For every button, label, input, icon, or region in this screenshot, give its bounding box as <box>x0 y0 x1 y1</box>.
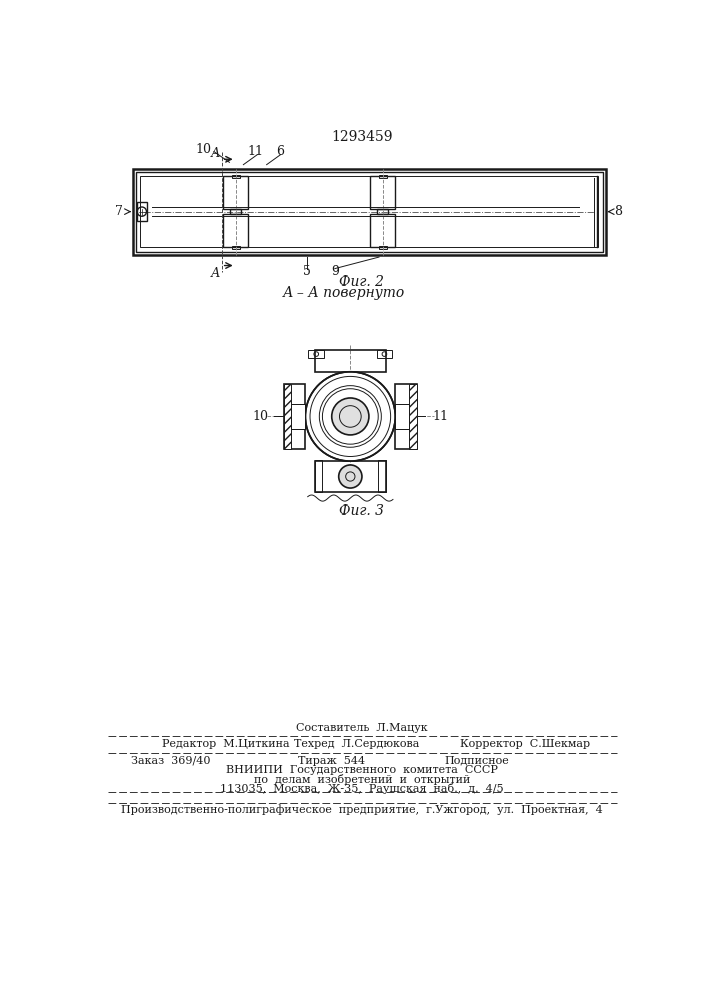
Bar <box>137 202 146 221</box>
Bar <box>232 175 240 178</box>
Text: 11: 11 <box>247 145 263 158</box>
Text: 113035,  Москва,  Ж-35,  Раушская  наб.,  д.  4/5: 113035, Москва, Ж-35, Раушская наб., д. … <box>220 783 504 794</box>
Text: Фиг. 2: Фиг. 2 <box>339 275 385 289</box>
Circle shape <box>332 398 369 435</box>
Bar <box>223 214 248 247</box>
Text: 6: 6 <box>276 145 285 158</box>
Bar <box>223 176 248 209</box>
Bar <box>370 214 395 247</box>
Bar <box>230 209 241 214</box>
Bar <box>409 384 417 449</box>
Circle shape <box>339 465 362 488</box>
Bar <box>395 384 417 449</box>
Text: 7: 7 <box>115 205 123 218</box>
Text: Производственно-полиграфическое  предприятие,  г.Ужгород,  ул.  Проектная,  4: Производственно-полиграфическое предприя… <box>121 805 603 815</box>
Text: А: А <box>211 267 220 280</box>
Text: Тираж  544: Тираж 544 <box>298 756 365 766</box>
Text: Подписное: Подписное <box>445 756 510 766</box>
Bar <box>291 404 305 429</box>
Bar <box>378 209 388 214</box>
Bar <box>315 460 322 492</box>
Bar <box>140 176 598 247</box>
Text: Редактор  М.Циткина: Редактор М.Циткина <box>162 739 290 749</box>
Text: Фиг. 3: Фиг. 3 <box>339 504 385 518</box>
Text: Заказ  369/40: Заказ 369/40 <box>131 756 211 766</box>
Text: по  делам  изобретений  и  открытий: по делам изобретений и открытий <box>254 774 470 785</box>
Text: А: А <box>211 147 220 160</box>
Bar <box>395 404 409 429</box>
Text: А – А повернуто: А – А повернуто <box>283 286 405 300</box>
Bar <box>284 384 305 449</box>
Text: Корректор  С.Шекмар: Корректор С.Шекмар <box>460 739 590 749</box>
Bar <box>315 461 386 492</box>
Bar <box>315 350 386 372</box>
Text: 1293459: 1293459 <box>331 130 392 144</box>
Bar <box>291 404 305 429</box>
Bar <box>370 176 395 209</box>
Bar <box>395 404 409 429</box>
Bar <box>308 350 324 358</box>
Bar <box>132 169 606 255</box>
Bar <box>377 350 392 358</box>
Text: 5: 5 <box>303 265 311 278</box>
Bar <box>136 172 603 252</box>
Text: 10: 10 <box>252 410 268 423</box>
Bar <box>379 246 387 249</box>
Bar <box>378 460 386 492</box>
Bar <box>379 175 387 178</box>
Text: Составитель  Л.Мацук: Составитель Л.Мацук <box>296 723 428 733</box>
Text: 9: 9 <box>331 265 339 278</box>
Text: ВНИИПИ  Государственного  комитета  СССР: ВНИИПИ Государственного комитета СССР <box>226 765 498 775</box>
Text: Техред  Л.Сердюкова: Техред Л.Сердюкова <box>293 739 419 749</box>
Bar <box>232 246 240 249</box>
Text: 10: 10 <box>195 143 211 156</box>
Circle shape <box>305 372 395 461</box>
Text: 8: 8 <box>614 205 622 218</box>
Text: 11: 11 <box>433 410 448 423</box>
Bar <box>284 384 291 449</box>
